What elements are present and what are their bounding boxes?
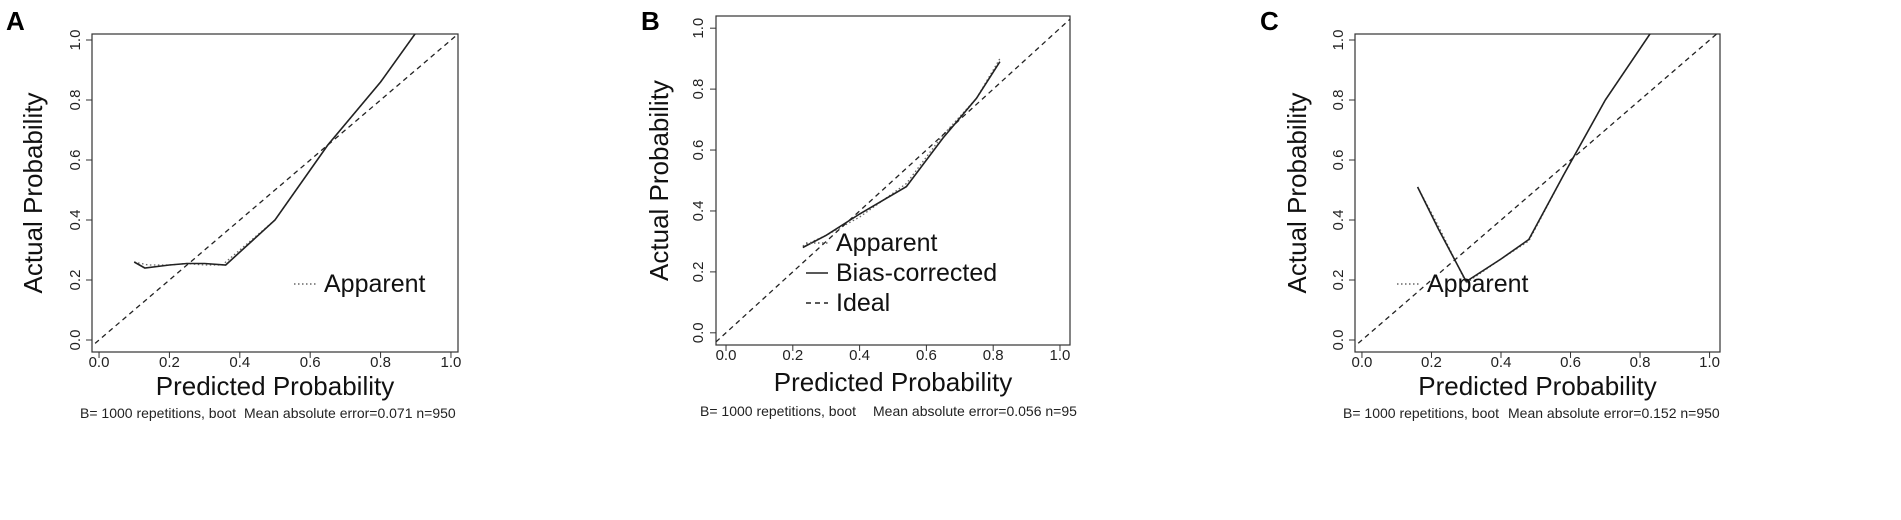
legend-label: Apparent	[324, 270, 426, 298]
y-axis-title: Actual Probability	[1282, 93, 1312, 294]
series-solid-line	[1416, 34, 1651, 283]
x-axis-title: Predicted Probability	[156, 371, 394, 401]
footnote-error: Mean absolute error=0.071 n=950	[244, 405, 456, 421]
y-tick-label: 1.0	[690, 18, 707, 39]
series-dotted-line	[1417, 34, 1651, 284]
x-tick-label: 0.8	[1630, 354, 1651, 371]
series-dashed-line	[1355, 34, 1718, 347]
y-tick-label: 0.0	[1330, 330, 1347, 351]
x-tick-label: 0.8	[370, 354, 391, 371]
x-tick-label: 0.8	[983, 347, 1004, 364]
panel-a: A 0.0 0.2 0.4 0.6 0.8 1.0 0.0 0.2 0.4 0.6 0.8 1.0 Pre…	[6, 6, 462, 421]
y-axis-title: Actual Probability	[644, 80, 674, 281]
footnote-repetitions: B= 1000 repetitions, boot	[1343, 405, 1499, 421]
x-tick-label: 0.0	[1352, 354, 1373, 371]
x-tick-label: 0.6	[1560, 354, 1581, 371]
y-tick-label: 0.0	[67, 330, 84, 351]
footnote-error: Mean absolute error=0.056 n=95	[873, 403, 1077, 419]
legend-label: Bias-corrected	[836, 259, 997, 287]
legend-label: Apparent	[836, 229, 938, 257]
plot-frame	[1354, 33, 1721, 353]
series-dashed-line	[716, 18, 1070, 343]
x-tick-label: 0.0	[89, 354, 110, 371]
plot-frame	[91, 33, 459, 353]
legend: Apparent	[1397, 270, 1529, 298]
series-dashed-line	[92, 34, 458, 347]
x-tick-label: 0.2	[159, 354, 180, 371]
series-solid-line	[133, 34, 416, 269]
panel-letter: C	[1260, 6, 1279, 36]
y-tick-label: 0.4	[67, 210, 84, 231]
y-tick-label: 0.2	[1330, 270, 1347, 291]
series-solid-line	[802, 61, 1001, 249]
x-axis-title: Predicted Probability	[774, 367, 1012, 397]
panel-letter: B	[641, 6, 660, 36]
series-dotted-line	[802, 58, 1001, 247]
footnote-error: Mean absolute error=0.152 n=950	[1508, 405, 1720, 421]
y-tick-label: 0.2	[690, 261, 707, 282]
panel-letter: A	[6, 6, 25, 36]
legend-label: Apparent	[1427, 270, 1529, 298]
x-tick-label: 0.4	[229, 354, 250, 371]
y-tick-label: 0.8	[67, 90, 84, 111]
x-tick-label: 0.0	[716, 347, 737, 364]
panel-b: B 0.0 0.2 0.4 0.6 0.8 1.0 0.0 0.2 0.4 0.6 0.8 1.0 Pre…	[641, 6, 1077, 419]
x-tick-label: 1.0	[1699, 354, 1720, 371]
x-tick-label: 1.0	[1050, 347, 1071, 364]
x-tick-label: 0.2	[1421, 354, 1442, 371]
footnote-repetitions: B= 1000 repetitions, boot	[80, 405, 236, 421]
x-tick-label: 0.2	[782, 347, 803, 364]
x-axis-title: Predicted Probability	[1418, 371, 1656, 401]
y-tick-label: 1.0	[67, 30, 84, 51]
legend: Apparent	[294, 270, 426, 298]
y-tick-label: 0.4	[690, 201, 707, 222]
y-tick-label: 0.6	[1330, 150, 1347, 171]
y-tick-label: 1.0	[1330, 30, 1347, 51]
y-axis-title: Actual Probability	[18, 93, 48, 294]
y-tick-label: 0.8	[690, 79, 707, 100]
x-tick-label: 1.0	[441, 354, 462, 371]
plot-frame	[715, 15, 1071, 346]
y-tick-label: 0.2	[67, 270, 84, 291]
y-tick-label: 0.4	[1330, 210, 1347, 231]
x-tick-label: 0.6	[916, 347, 937, 364]
y-tick-label: 0.6	[67, 150, 84, 171]
x-tick-label: 0.4	[1491, 354, 1512, 371]
series-dotted-line	[134, 34, 416, 266]
legend-label: Ideal	[836, 289, 890, 317]
x-tick-label: 0.4	[849, 347, 870, 364]
panel-c: C 0.0 0.2 0.4 0.6 0.8 1.0 0.0 0.2 0.4 0.6 0.8 1.0 Pre…	[1260, 6, 1721, 421]
y-tick-label: 0.8	[1330, 90, 1347, 111]
y-tick-label: 0.6	[690, 140, 707, 161]
y-tick-label: 0.0	[690, 322, 707, 343]
footnote-repetitions: B= 1000 repetitions, boot	[700, 403, 856, 419]
x-tick-label: 0.6	[300, 354, 321, 371]
